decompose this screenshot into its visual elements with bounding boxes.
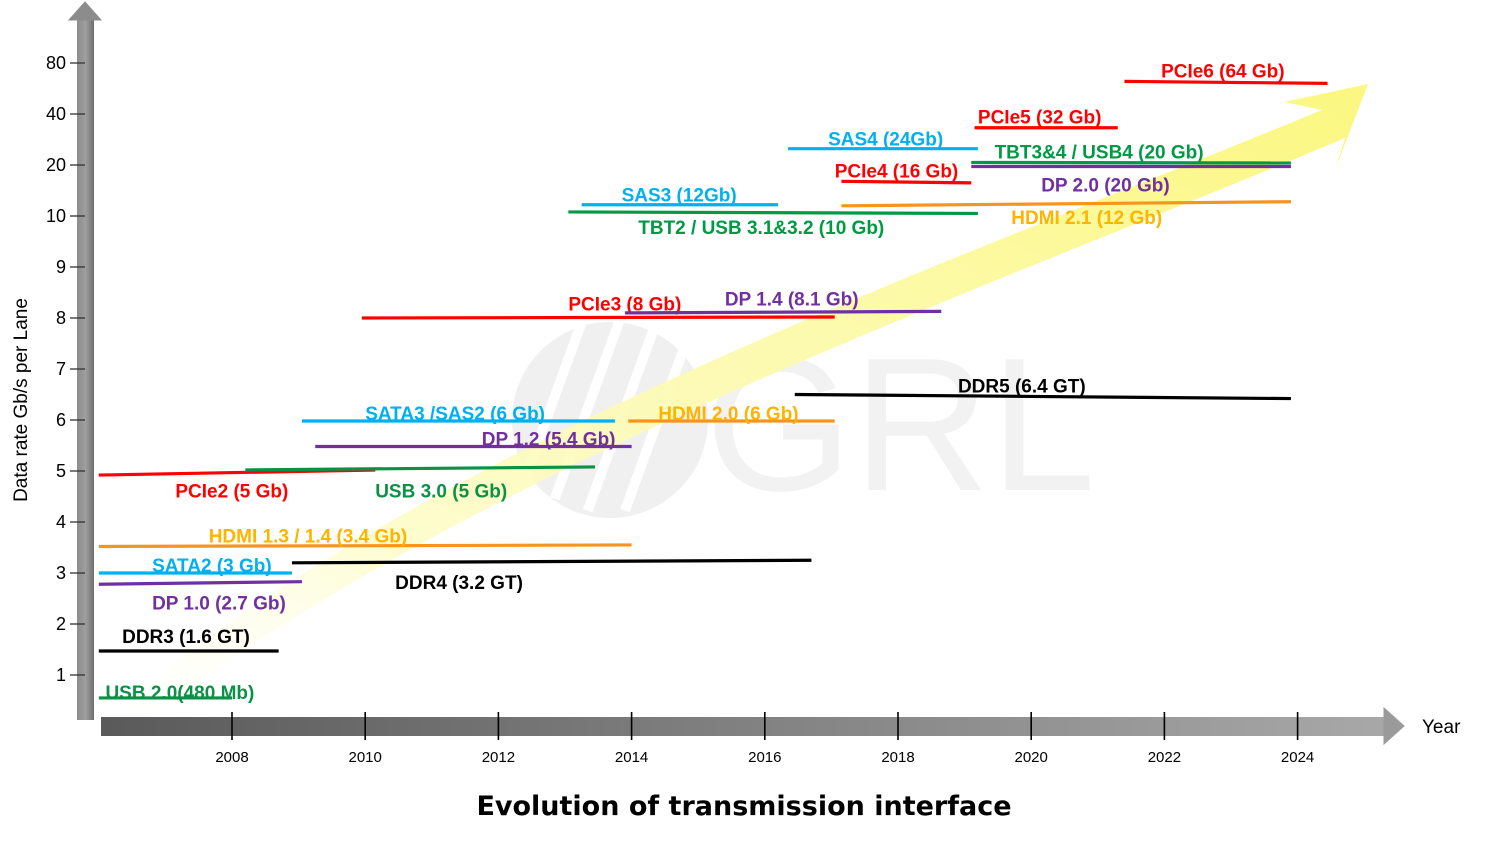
y-tick-label: 1 — [56, 665, 66, 685]
series-label: USB 3.0 (5 Gb) — [375, 481, 507, 502]
series-line — [361, 315, 835, 320]
y-tick-label: 4 — [56, 512, 66, 532]
y-tick-label: 3 — [56, 563, 66, 583]
y-axis-bar — [77, 18, 94, 720]
series-label: DDR5 (6.4 GT) — [958, 376, 1086, 397]
series-line — [568, 210, 978, 216]
series-line — [794, 392, 1291, 401]
y-tick-label: 80 — [46, 53, 66, 73]
series-line — [624, 309, 942, 315]
series-label: USB 2.0(480 Mb) — [105, 683, 254, 704]
series-label: HDMI 2.1 (12 Gb) — [1011, 208, 1162, 229]
x-tick-label: 2020 — [1015, 749, 1048, 766]
series-label: SATA3 /SAS2 (6 Gb) — [365, 404, 545, 425]
x-axis-bar — [101, 717, 1387, 736]
x-tick-label: 2008 — [215, 749, 248, 766]
x-tick-label: 2018 — [881, 749, 914, 766]
series-line — [1124, 79, 1328, 85]
x-axis: 2008 2010 2012 2014 2016 2018 2020 2022 2024 — [101, 706, 1405, 766]
y-tick-label: 9 — [56, 257, 66, 277]
x-tick-label: 2016 — [748, 749, 781, 766]
x-tick-label: 2014 — [615, 749, 648, 766]
x-tick-label: 2012 — [482, 749, 515, 766]
y-axis-label: Data rate Gb/s per Lane — [11, 298, 32, 502]
series-line — [98, 543, 632, 549]
series-label: HDMI 1.3 / 1.4 (3.4 Gb) — [209, 526, 408, 547]
y-tick-label: 7 — [56, 359, 66, 379]
y-axis: 1 2 3 4 5 6 7 8 9 10 20 40 80 — [46, 1, 103, 720]
x-ticks: 2008 2010 2012 2014 2016 2018 2020 2022 2024 — [215, 712, 1314, 766]
series-label: PCIe5 (32 Gb) — [978, 108, 1102, 129]
series-line — [98, 580, 302, 586]
y-ticks: 1 2 3 4 5 6 7 8 9 10 20 40 80 — [46, 53, 85, 685]
series-label: TBT3&4 / USB4 (20 Gb) — [995, 143, 1204, 164]
x-axis-arrowhead — [1383, 706, 1405, 746]
series-label: SAS3 (12Gb) — [622, 186, 737, 207]
x-tick-label: 2024 — [1281, 749, 1314, 766]
series-label: DP 1.0 (2.7 Gb) — [152, 594, 286, 615]
x-tick-label: 2010 — [349, 749, 382, 766]
series-label: PCIe4 (16 Gb) — [835, 162, 959, 183]
chart-title: Evolution of transmission interface — [476, 791, 1011, 822]
y-tick-label: 20 — [46, 155, 66, 175]
x-axis-label: Year — [1422, 717, 1461, 738]
series-label: HDMI 2.0 (6 Gb) — [658, 404, 798, 425]
y-axis-arrowhead — [67, 1, 103, 21]
series-label: SATA2 (3 Gb) — [152, 556, 272, 577]
series-label: SAS4 (24Gb) — [828, 129, 943, 150]
series-line — [291, 558, 812, 565]
series-line — [841, 200, 1291, 208]
series-line — [841, 179, 972, 185]
series-label: TBT2 / USB 3.1&3.2 (10 Gb) — [638, 218, 884, 239]
series-label: DDR3 (1.6 GT) — [122, 627, 250, 648]
y-tick-label: 10 — [46, 206, 66, 226]
y-tick-label: 2 — [56, 614, 66, 634]
series-label: DP 1.4 (8.1 Gb) — [725, 290, 859, 311]
series-group: USB 2.0(480 Mb) DDR3 (1.6 GT) DP 1.0 (2.7 … — [98, 62, 1328, 704]
series-line — [245, 465, 595, 472]
trend-arrow — [128, 84, 1368, 718]
y-tick-label: 6 — [56, 410, 66, 430]
series-label: DP 1.2 (5.4 Gb) — [482, 429, 616, 450]
series-label: PCIe2 (5 Gb) — [175, 481, 288, 502]
y-tick-label: 5 — [56, 461, 66, 481]
series-line — [971, 160, 1291, 165]
series-label: DDR4 (3.2 GT) — [395, 573, 523, 594]
series-label: DP 2.0 (20 Gb) — [1041, 175, 1169, 196]
y-tick-label: 40 — [46, 104, 66, 124]
series-label: PCIe6 (64 Gb) — [1161, 62, 1285, 83]
series-label: PCIe3 (8 Gb) — [568, 295, 681, 316]
y-tick-label: 8 — [56, 308, 66, 328]
x-tick-label: 2022 — [1148, 749, 1181, 766]
